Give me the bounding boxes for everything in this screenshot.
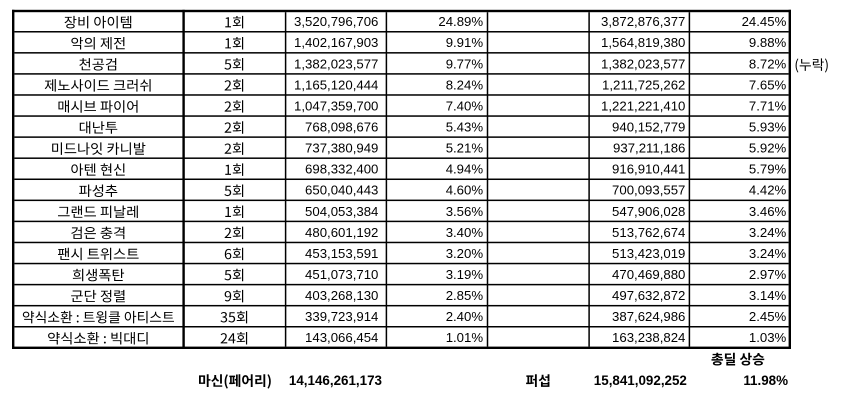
svg-text:2.97%: 2.97% — [749, 267, 787, 282]
svg-text:3,872,876,377: 3,872,876,377 — [601, 14, 685, 29]
svg-text:470,469,880: 470,469,880 — [612, 267, 685, 282]
svg-text:3.14%: 3.14% — [749, 288, 787, 303]
svg-text:7.65%: 7.65% — [749, 77, 787, 92]
svg-text:937,211,186: 937,211,186 — [613, 141, 685, 156]
svg-text:451,073,710: 451,073,710 — [305, 267, 378, 282]
svg-text:3.46%: 3.46% — [749, 204, 787, 219]
svg-text:650,040,443: 650,040,443 — [305, 183, 378, 198]
svg-text:3.20%: 3.20% — [446, 246, 484, 261]
svg-text:3.40%: 3.40% — [446, 225, 484, 240]
svg-text:768,098,676: 768,098,676 — [305, 119, 378, 134]
svg-text:497,632,872: 497,632,872 — [612, 288, 685, 303]
svg-text:513,423,019: 513,423,019 — [612, 246, 685, 261]
svg-text:9.77%: 9.77% — [446, 56, 484, 71]
svg-text:5.43%: 5.43% — [446, 119, 484, 134]
svg-text:3.24%: 3.24% — [749, 246, 787, 261]
svg-text:940,152,779: 940,152,779 — [612, 119, 685, 134]
svg-text:916,910,441: 916,910,441 — [612, 162, 685, 177]
svg-text:24.89%: 24.89% — [438, 14, 483, 29]
svg-text:504,053,384: 504,053,384 — [305, 204, 378, 219]
svg-text:143,066,454: 143,066,454 — [305, 330, 378, 345]
svg-text:1,382,023,577: 1,382,023,577 — [601, 56, 685, 71]
svg-text:480,601,192: 480,601,192 — [305, 225, 378, 240]
svg-text:1,382,023,577: 1,382,023,577 — [294, 56, 378, 71]
svg-text:2.45%: 2.45% — [749, 309, 787, 324]
svg-text:453,153,591: 453,153,591 — [305, 246, 378, 261]
svg-text:4.60%: 4.60% — [446, 183, 484, 198]
svg-text:15,841,092,252: 15,841,092,252 — [594, 373, 687, 388]
svg-text:2.85%: 2.85% — [446, 288, 484, 303]
svg-text:513,762,674: 513,762,674 — [612, 225, 685, 240]
svg-text:3.24%: 3.24% — [749, 225, 787, 240]
svg-text:5.21%: 5.21% — [446, 141, 484, 156]
svg-text:1.01%: 1.01% — [446, 330, 484, 345]
svg-text:1,221,221,410: 1,221,221,410 — [601, 98, 685, 113]
svg-text:163,238,824: 163,238,824 — [612, 330, 685, 345]
svg-text:698,332,400: 698,332,400 — [305, 162, 378, 177]
svg-text:700,093,557: 700,093,557 — [612, 183, 685, 198]
svg-text:9.88%: 9.88% — [749, 35, 787, 50]
svg-text:1,564,819,380: 1,564,819,380 — [601, 35, 685, 50]
svg-text:8.24%: 8.24% — [446, 77, 484, 92]
svg-text:339,723,914: 339,723,914 — [305, 309, 378, 324]
svg-text:4.42%: 4.42% — [749, 183, 787, 198]
svg-text:387,624,986: 387,624,986 — [612, 309, 685, 324]
svg-text:7.40%: 7.40% — [446, 98, 484, 113]
svg-text:403,268,130: 403,268,130 — [305, 288, 378, 303]
svg-text:9.91%: 9.91% — [446, 35, 484, 50]
svg-text:1,211,725,262: 1,211,725,262 — [602, 77, 685, 92]
svg-text:1.03%: 1.03% — [749, 330, 787, 345]
svg-text:1,402,167,903: 1,402,167,903 — [294, 35, 378, 50]
svg-text:8.72%: 8.72% — [749, 56, 787, 71]
svg-text:4.94%: 4.94% — [446, 162, 484, 177]
svg-text:3,520,796,706: 3,520,796,706 — [294, 14, 378, 29]
svg-text:5.92%: 5.92% — [749, 141, 787, 156]
svg-text:5.93%: 5.93% — [749, 119, 787, 134]
svg-text:1,047,359,700: 1,047,359,700 — [294, 98, 378, 113]
svg-text:11.98%: 11.98% — [743, 373, 788, 388]
svg-text:547,906,028: 547,906,028 — [612, 204, 685, 219]
svg-text:14,146,261,173: 14,146,261,173 — [289, 373, 382, 388]
svg-text:7.71%: 7.71% — [749, 98, 787, 113]
svg-text:5.79%: 5.79% — [749, 162, 787, 177]
svg-text:3.19%: 3.19% — [446, 267, 484, 282]
svg-text:3.56%: 3.56% — [446, 204, 484, 219]
svg-text:1,165,120,444: 1,165,120,444 — [294, 77, 378, 92]
svg-text:737,380,949: 737,380,949 — [305, 141, 378, 156]
svg-text:24.45%: 24.45% — [742, 14, 787, 29]
svg-text:2.40%: 2.40% — [446, 309, 484, 324]
